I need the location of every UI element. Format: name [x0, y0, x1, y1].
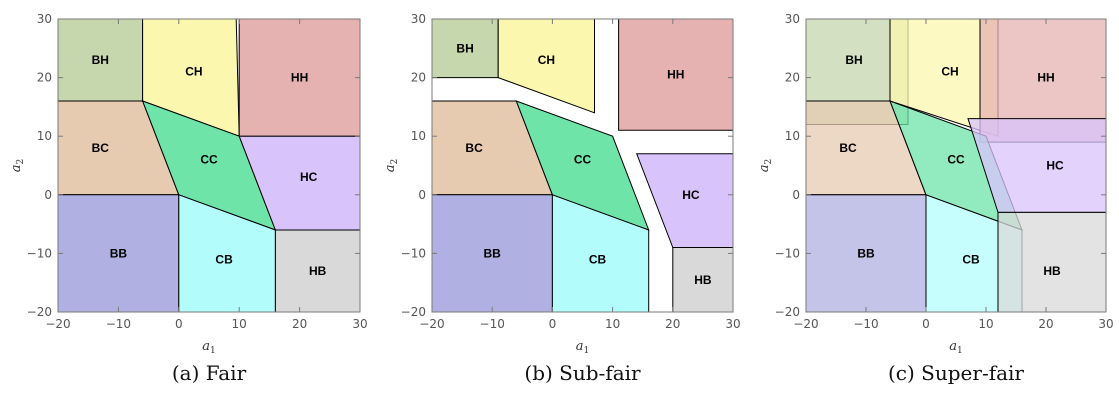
x-tick-label: 0 — [175, 317, 183, 331]
x-tick-label: 10 — [232, 317, 247, 331]
x-tick-label: 30 — [1098, 317, 1113, 331]
x-tick-label: −10 — [106, 317, 131, 331]
region-label-bh: BH — [456, 41, 473, 55]
region-label-bc: BC — [92, 141, 110, 155]
x-axis-label: a1 — [949, 339, 963, 356]
x-tick-label: −20 — [793, 317, 818, 331]
y-tick-label: 20 — [411, 71, 426, 85]
region-label-hb: HB — [694, 273, 712, 287]
y-tick-label: −10 — [775, 246, 800, 260]
region-label-hh: HH — [667, 68, 684, 82]
x-tick-label: 30 — [352, 317, 367, 331]
region-label-cc: CC — [947, 153, 965, 167]
region-label-bb: BB — [110, 246, 128, 260]
y-tick-label: −20 — [775, 305, 800, 319]
x-tick-label: −20 — [419, 317, 444, 331]
x-tick-label: 20 — [292, 317, 307, 331]
y-tick-label: 10 — [411, 129, 426, 143]
y-tick-label: 20 — [37, 71, 52, 85]
region-label-bb: BB — [484, 246, 502, 260]
x-tick-label: −20 — [45, 317, 70, 331]
region-label-hc: HC — [1046, 159, 1064, 173]
x-tick-label: 30 — [725, 317, 740, 331]
y-tick-label: 30 — [411, 12, 426, 26]
y-tick-label: 0 — [418, 188, 426, 202]
x-tick-label: 10 — [978, 317, 993, 331]
region-label-cb: CB — [962, 252, 980, 266]
y-tick-label: 30 — [785, 12, 800, 26]
panel-2: BH CH HH BC CC HC BB CB HB −20 −10 0 10 20 30 −20 −10 0 10… — [383, 12, 741, 385]
region-label-ch: CH — [941, 65, 958, 79]
region-label-bh: BH — [92, 53, 109, 67]
region-label-hb: HB — [1043, 264, 1061, 278]
region-label-ch: CH — [185, 65, 202, 79]
y-tick-label: −20 — [401, 305, 426, 319]
y-tick-label: 0 — [792, 188, 800, 202]
region-label-bc: BC — [839, 141, 857, 155]
region-label-hc: HC — [682, 188, 700, 202]
region-label-cb: CB — [589, 252, 607, 266]
panel-caption: (a) Fair — [172, 361, 247, 385]
y-tick-label: 10 — [785, 129, 800, 143]
panel-caption: (b) Sub-fair — [524, 361, 641, 385]
x-tick-label: −10 — [853, 317, 878, 331]
region-label-bc: BC — [465, 141, 483, 155]
x-tick-label: 0 — [922, 317, 930, 331]
y-tick-label: 30 — [37, 12, 52, 26]
y-axis-label: a2 — [757, 159, 774, 173]
region-hb — [997, 211, 1107, 313]
plot-frame — [805, 18, 1107, 313]
y-tick-label: 10 — [37, 129, 52, 143]
region-label-hh: HH — [291, 71, 308, 85]
x-tick-label: 20 — [665, 317, 680, 331]
region-label-cc: CC — [200, 153, 218, 167]
region-label-cb: CB — [215, 252, 233, 266]
y-tick-label: −20 — [27, 305, 52, 319]
x-axis-label: a1 — [202, 339, 216, 356]
panel-1: BH CH HH BC CC HC BB CB HB −20 −10 0 10 20 30 −20 −10 0 10… — [9, 12, 368, 385]
y-tick-label: 0 — [44, 188, 52, 202]
y-tick-label: 20 — [785, 71, 800, 85]
region-label-hb: HB — [309, 264, 327, 278]
x-tick-label: 10 — [605, 317, 620, 331]
region-label-hc: HC — [300, 170, 318, 184]
x-tick-label: 20 — [1038, 317, 1053, 331]
region-label-cc: CC — [574, 153, 592, 167]
panel-3: BH CH HH BC CC HC BB CB HB −20 −10 0 10 20 30 −20 −10 0 10… — [757, 12, 1114, 385]
x-tick-label: 0 — [549, 317, 557, 331]
y-axis-label: a2 — [9, 159, 26, 173]
plot-frame — [431, 18, 734, 313]
plot-frame — [57, 18, 361, 313]
x-axis-label: a1 — [576, 339, 590, 356]
y-axis-label: a2 — [383, 159, 400, 173]
panel-caption: (c) Super-fair — [888, 361, 1024, 385]
y-tick-label: −10 — [27, 246, 52, 260]
region-label-bb: BB — [857, 246, 875, 260]
region-label-ch: CH — [538, 53, 555, 67]
x-tick-label: −10 — [480, 317, 505, 331]
region-label-hh: HH — [1037, 71, 1054, 85]
region-label-bh: BH — [845, 53, 862, 67]
y-tick-label: −10 — [401, 246, 426, 260]
